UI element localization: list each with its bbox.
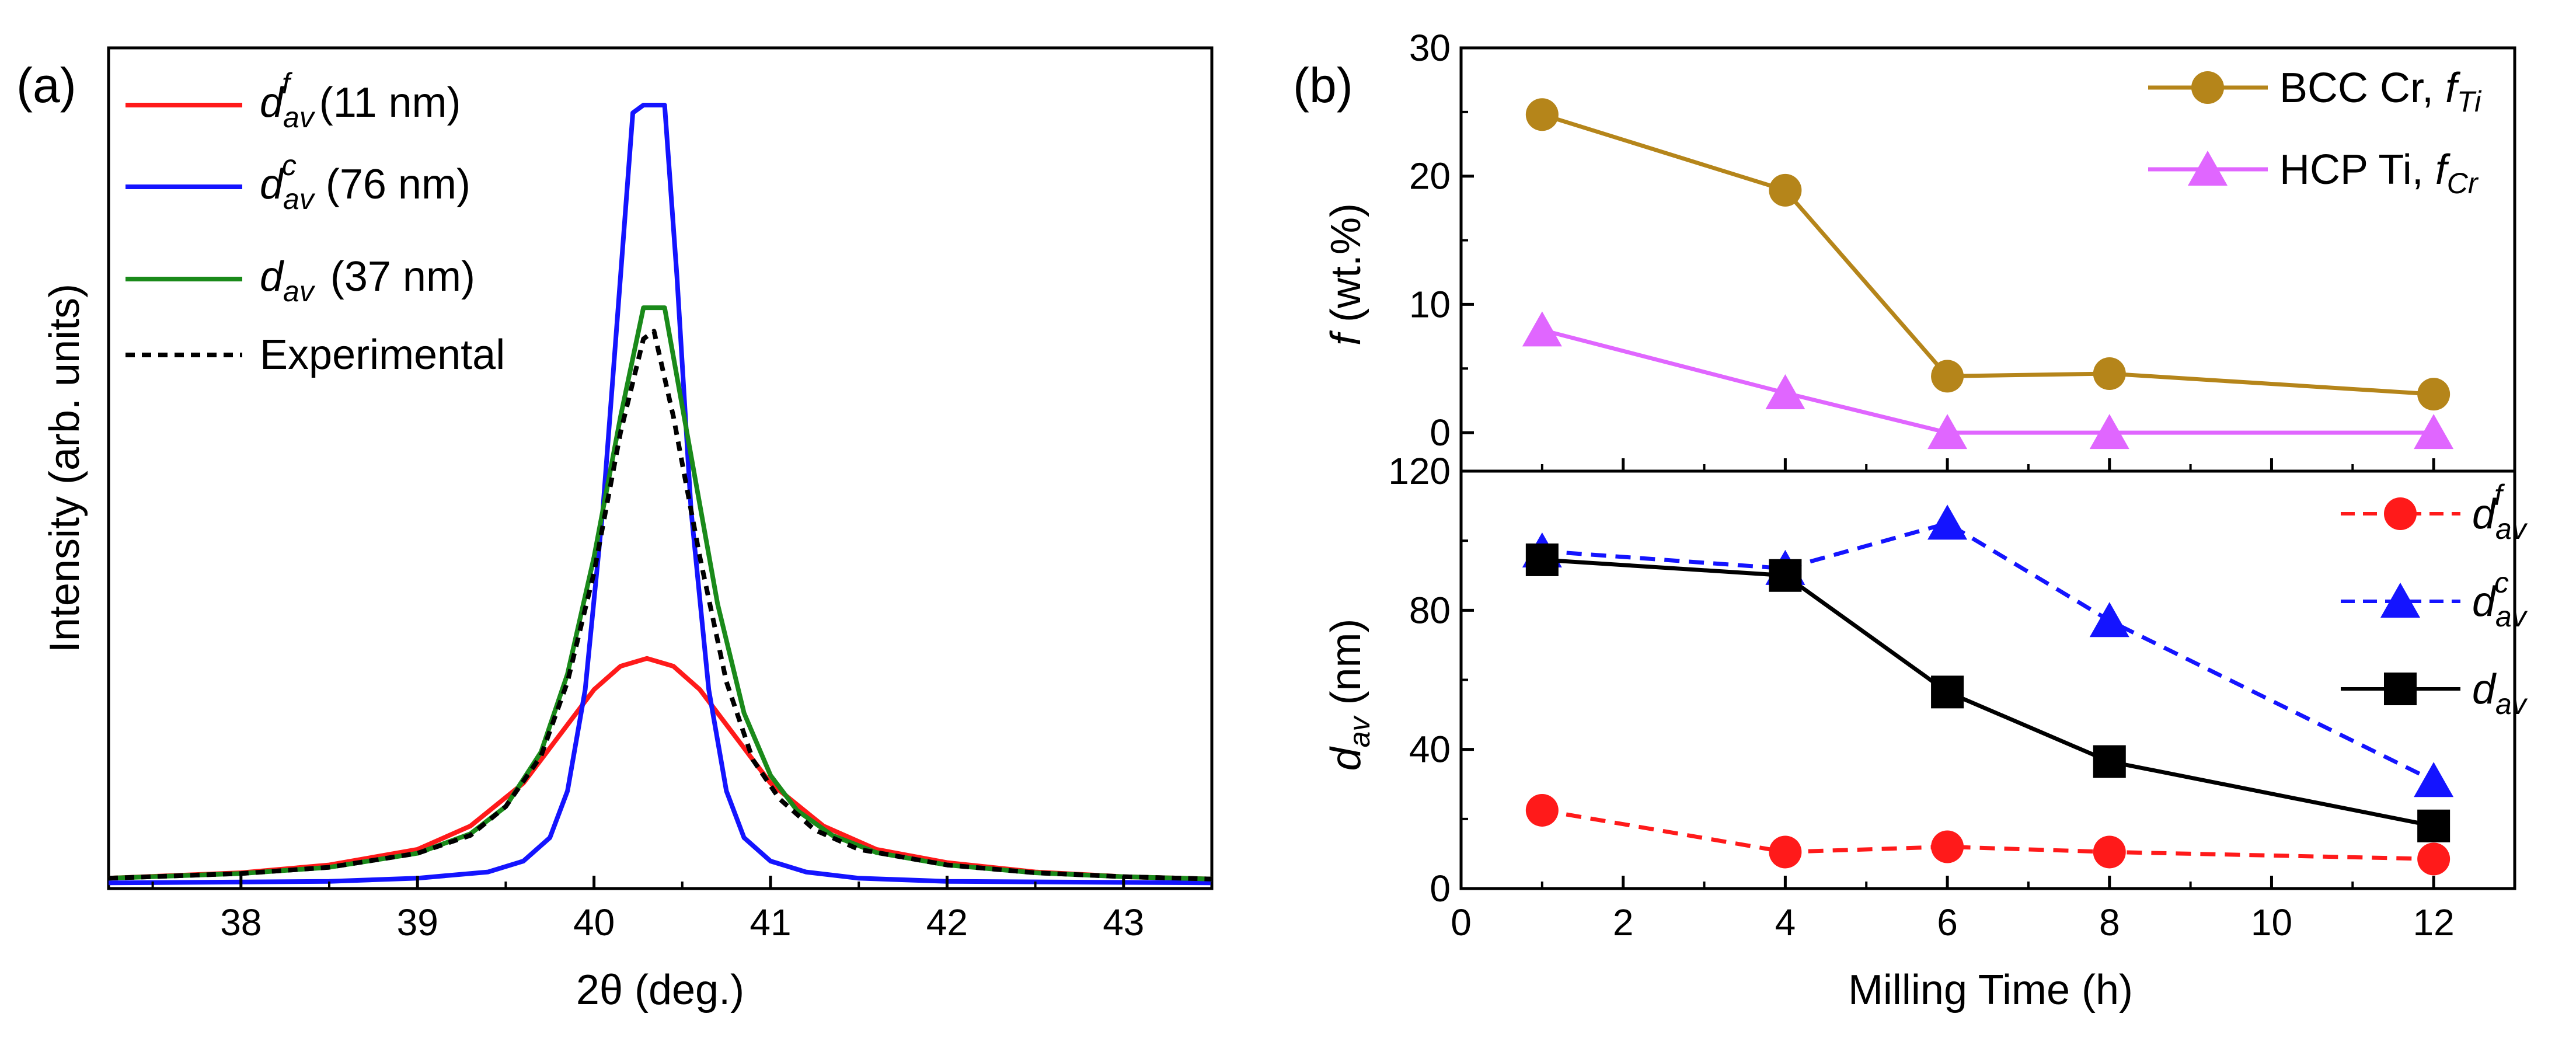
panel-a-legend: davf (11 nm) davc (76 nm) dav (37 nm) Ex… bbox=[126, 67, 505, 378]
series-hcp-ti-marker bbox=[2414, 414, 2454, 450]
legend-label-fine: davf (11 nm) bbox=[260, 67, 461, 134]
legend-item-dav-coarse: davc bbox=[2341, 566, 2528, 633]
series-hcp-ti-marker bbox=[1522, 311, 1562, 347]
x-tick-label: 0 bbox=[1451, 901, 1472, 943]
series-dav-fine-marker bbox=[2093, 835, 2126, 869]
panel-a-x-axis-label: 2θ (deg.) bbox=[576, 967, 744, 1013]
legend-label-dav-coarse: davc bbox=[2472, 566, 2528, 633]
legend-item-dav: dav bbox=[2341, 666, 2528, 720]
x-tick-label: 4 bbox=[1775, 901, 1796, 943]
legend-marker-dav-fine bbox=[2384, 497, 2417, 530]
panel-a-x-axis: 38 39 40 41 42 43 bbox=[151, 876, 1213, 943]
series-bcc-cr-marker bbox=[2093, 357, 2126, 391]
series-dav-coarse-marker bbox=[1927, 504, 1968, 540]
top-y-tick-label: 10 bbox=[1409, 283, 1451, 325]
series-experimental-line bbox=[108, 329, 1212, 882]
series-dav-marker bbox=[1769, 559, 1802, 592]
legend-label-hcp-ti: HCP Ti, fCr bbox=[2279, 147, 2479, 200]
series-dav-coarse-marker bbox=[2414, 762, 2454, 797]
series-hcp-ti-marker bbox=[2089, 414, 2129, 450]
legend-marker-dav-coarse bbox=[2380, 583, 2420, 618]
panel-b-label: (b) bbox=[1293, 58, 1353, 113]
legend-marker-hcp-ti bbox=[2188, 151, 2228, 186]
legend-label-experimental: Experimental bbox=[260, 332, 505, 378]
bottom-y-tick-label: 80 bbox=[1409, 589, 1451, 631]
panel-b-bottom-legend: davf davc dav bbox=[2341, 479, 2528, 720]
top-y-tick-label: 0 bbox=[1430, 412, 1451, 454]
legend-item-average: dav (37 nm) bbox=[126, 253, 475, 308]
x-tick-label: 39 bbox=[397, 901, 438, 943]
legend-marker-dav bbox=[2384, 673, 2417, 705]
series-dav-fine-line bbox=[1542, 808, 2434, 861]
panel-b-bottom-y-axis-label: dav (nm) bbox=[1323, 619, 1376, 771]
series-dav-marker bbox=[1525, 543, 1559, 576]
panel-a: 38 39 40 41 42 43 (a) 2θ (deg.) Intensity (ar… bbox=[16, 46, 1214, 1013]
series-fine-line bbox=[108, 656, 1212, 882]
series-dav-coarse-marker bbox=[2089, 602, 2129, 638]
x-tick-label: 10 bbox=[2251, 901, 2292, 943]
legend-item-dav-fine: davf bbox=[2341, 479, 2528, 545]
panel-b-top-legend: BCC Cr, fTi HCP Ti, fCr bbox=[2148, 65, 2482, 200]
legend-item-hcp-ti: HCP Ti, fCr bbox=[2148, 147, 2479, 200]
x-tick-label: 12 bbox=[2413, 901, 2455, 943]
x-tick-label: 38 bbox=[220, 901, 262, 943]
top-y-tick-label: 30 bbox=[1409, 27, 1451, 69]
legend-item-fine: davf (11 nm) bbox=[126, 67, 461, 134]
series-dav-line bbox=[1542, 558, 2434, 828]
x-tick-label: 41 bbox=[750, 901, 791, 943]
legend-item-coarse: davc (76 nm) bbox=[126, 149, 470, 215]
panel-a-curves bbox=[108, 103, 1212, 886]
series-coarse-line bbox=[108, 103, 1212, 886]
series-average-line bbox=[108, 305, 1212, 882]
legend-item-experimental: Experimental bbox=[126, 332, 505, 378]
legend-label-bcc-cr: BCC Cr, fTi bbox=[2279, 65, 2482, 118]
x-tick-label: 40 bbox=[573, 901, 615, 943]
x-tick-label: 43 bbox=[1103, 901, 1144, 943]
bottom-y-tick-label: 120 bbox=[1388, 450, 1451, 492]
series-dav-fine-marker bbox=[1931, 830, 1964, 863]
series-hcp-ti-marker bbox=[1927, 414, 1968, 450]
bottom-y-tick-label: 40 bbox=[1409, 729, 1451, 771]
panel-b-bottom-axes: 0 40 80 120 0 2 4 6 8 10 12 bbox=[1388, 450, 2455, 943]
legend-label-coarse: davc (76 nm) bbox=[260, 149, 470, 215]
series-hcp-ti-marker bbox=[1765, 374, 1805, 409]
x-tick-label: 42 bbox=[926, 901, 968, 943]
legend-label-dav: dav bbox=[2472, 666, 2528, 720]
bottom-y-tick-label: 0 bbox=[1430, 868, 1451, 910]
panel-b-top-series bbox=[1522, 98, 2454, 450]
panel-a-label: (a) bbox=[16, 58, 76, 113]
panel-b-bottom-series bbox=[1522, 504, 2454, 876]
series-dav-coarse-line bbox=[1542, 521, 2435, 783]
series-dav-fine-marker bbox=[2417, 842, 2450, 876]
series-dav-marker bbox=[1931, 675, 1964, 709]
legend-label-dav-fine: davf bbox=[2472, 479, 2528, 545]
panel-a-frame bbox=[107, 46, 1214, 890]
series-dav-fine-marker bbox=[1769, 835, 1802, 869]
series-dav-marker bbox=[2417, 809, 2450, 842]
series-dav-marker bbox=[2093, 745, 2126, 778]
panel-b-top-y-axis-label: f (wt.%) bbox=[1323, 203, 1369, 346]
series-bcc-cr-marker bbox=[1931, 360, 1964, 393]
panel-a-y-axis-label: Intensity (arb. units) bbox=[41, 284, 88, 653]
panel-b-top-axes: 0 10 20 30 bbox=[1409, 27, 2435, 471]
legend-item-bcc-cr: BCC Cr, fTi bbox=[2148, 65, 2482, 118]
x-tick-label: 8 bbox=[2099, 901, 2120, 943]
series-hcp-ti-line bbox=[1541, 328, 2434, 435]
legend-label-average: dav (37 nm) bbox=[260, 253, 475, 308]
top-y-tick-label: 20 bbox=[1409, 155, 1451, 197]
legend-marker-bcc-cr bbox=[2191, 71, 2224, 104]
panel-b-x-axis-label: Milling Time (h) bbox=[1848, 967, 2133, 1013]
x-tick-label: 2 bbox=[1613, 901, 1634, 943]
series-dav-fine-marker bbox=[1525, 793, 1559, 827]
series-bcc-cr-marker bbox=[2417, 378, 2450, 411]
series-bcc-cr-marker bbox=[1769, 173, 1802, 207]
x-tick-label: 6 bbox=[1937, 901, 1958, 943]
series-bcc-cr-marker bbox=[1525, 98, 1559, 131]
